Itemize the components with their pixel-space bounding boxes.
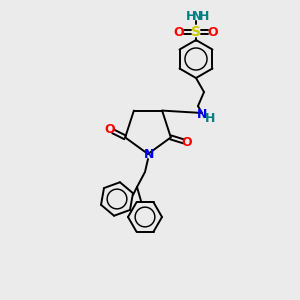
Text: N: N — [144, 148, 154, 160]
Text: O: O — [208, 26, 218, 38]
Text: O: O — [105, 123, 116, 136]
Text: O: O — [182, 136, 192, 149]
Text: H: H — [186, 10, 196, 22]
Text: N: N — [192, 10, 202, 22]
Text: N: N — [197, 109, 207, 122]
Text: H: H — [205, 112, 215, 124]
Text: S: S — [191, 25, 201, 39]
Text: H: H — [199, 10, 209, 22]
Text: O: O — [174, 26, 184, 38]
